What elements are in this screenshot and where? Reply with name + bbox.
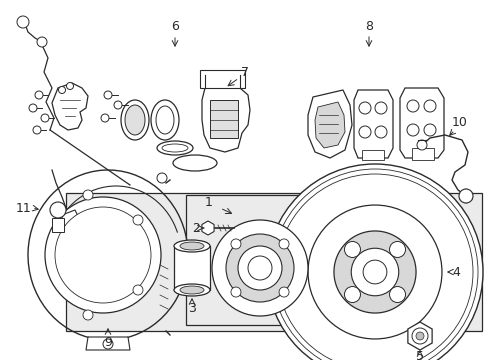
Ellipse shape bbox=[125, 105, 145, 135]
Circle shape bbox=[374, 126, 386, 138]
Text: 8: 8 bbox=[364, 21, 372, 33]
Circle shape bbox=[59, 86, 65, 94]
Circle shape bbox=[45, 197, 161, 313]
Polygon shape bbox=[307, 90, 351, 158]
Circle shape bbox=[279, 287, 288, 297]
Circle shape bbox=[406, 100, 418, 112]
Circle shape bbox=[358, 126, 370, 138]
Circle shape bbox=[114, 101, 122, 109]
Circle shape bbox=[415, 332, 423, 340]
Text: 5: 5 bbox=[415, 350, 423, 360]
Circle shape bbox=[83, 190, 93, 200]
Text: 6: 6 bbox=[171, 21, 179, 33]
Circle shape bbox=[423, 100, 435, 112]
Circle shape bbox=[416, 140, 426, 150]
Polygon shape bbox=[399, 88, 443, 158]
Ellipse shape bbox=[162, 144, 187, 152]
Circle shape bbox=[41, 114, 49, 122]
Circle shape bbox=[35, 91, 43, 99]
Circle shape bbox=[104, 91, 112, 99]
Text: 7: 7 bbox=[241, 66, 248, 78]
Circle shape bbox=[230, 239, 241, 249]
Circle shape bbox=[307, 205, 441, 339]
Circle shape bbox=[389, 242, 405, 257]
Polygon shape bbox=[314, 102, 345, 148]
Circle shape bbox=[83, 310, 93, 320]
Circle shape bbox=[266, 164, 482, 360]
Circle shape bbox=[66, 82, 73, 90]
Circle shape bbox=[358, 102, 370, 114]
Polygon shape bbox=[52, 83, 88, 130]
Polygon shape bbox=[407, 322, 431, 350]
Bar bbox=[52, 218, 64, 232]
Text: 9: 9 bbox=[104, 336, 112, 348]
Circle shape bbox=[33, 126, 41, 134]
Polygon shape bbox=[62, 210, 80, 228]
Circle shape bbox=[212, 220, 307, 316]
Text: 10: 10 bbox=[451, 117, 467, 130]
Circle shape bbox=[423, 124, 435, 136]
Ellipse shape bbox=[180, 242, 203, 250]
Ellipse shape bbox=[151, 100, 179, 140]
Circle shape bbox=[133, 215, 142, 225]
Circle shape bbox=[333, 231, 415, 313]
Bar bbox=[300, 193, 481, 331]
Circle shape bbox=[411, 328, 427, 344]
Circle shape bbox=[279, 239, 288, 249]
Polygon shape bbox=[459, 189, 471, 203]
Circle shape bbox=[103, 339, 113, 349]
Circle shape bbox=[238, 246, 282, 290]
Circle shape bbox=[225, 234, 293, 302]
Ellipse shape bbox=[174, 240, 209, 252]
Bar bbox=[200, 70, 244, 88]
Ellipse shape bbox=[173, 155, 217, 171]
Bar bbox=[361, 150, 383, 160]
Circle shape bbox=[276, 174, 472, 360]
Circle shape bbox=[29, 104, 37, 112]
Circle shape bbox=[406, 124, 418, 136]
Circle shape bbox=[344, 242, 360, 257]
Bar bbox=[174, 246, 209, 290]
Circle shape bbox=[37, 37, 47, 47]
Polygon shape bbox=[202, 221, 214, 235]
Ellipse shape bbox=[156, 106, 174, 134]
Circle shape bbox=[389, 287, 405, 302]
Ellipse shape bbox=[121, 100, 149, 140]
Polygon shape bbox=[353, 90, 392, 158]
Circle shape bbox=[133, 285, 142, 295]
Circle shape bbox=[55, 207, 151, 303]
Circle shape bbox=[271, 169, 477, 360]
Circle shape bbox=[50, 202, 66, 218]
Circle shape bbox=[247, 256, 271, 280]
Bar bbox=[411, 148, 433, 160]
Circle shape bbox=[157, 173, 167, 183]
Bar bbox=[209, 100, 238, 138]
Text: 1: 1 bbox=[204, 195, 212, 208]
Circle shape bbox=[458, 189, 472, 203]
Circle shape bbox=[374, 102, 386, 114]
Text: 4: 4 bbox=[451, 266, 459, 279]
Bar bbox=[66, 193, 337, 331]
Circle shape bbox=[101, 114, 109, 122]
Circle shape bbox=[17, 16, 29, 28]
Polygon shape bbox=[202, 88, 249, 152]
Circle shape bbox=[230, 287, 241, 297]
Circle shape bbox=[363, 260, 386, 284]
Text: 3: 3 bbox=[188, 302, 196, 315]
Ellipse shape bbox=[157, 141, 193, 155]
Ellipse shape bbox=[180, 286, 203, 294]
Circle shape bbox=[344, 287, 360, 302]
Text: 11: 11 bbox=[16, 202, 32, 215]
Ellipse shape bbox=[174, 284, 209, 296]
Text: 2: 2 bbox=[192, 221, 200, 234]
Circle shape bbox=[350, 248, 398, 296]
Bar bbox=[185, 195, 310, 325]
Polygon shape bbox=[86, 337, 130, 350]
